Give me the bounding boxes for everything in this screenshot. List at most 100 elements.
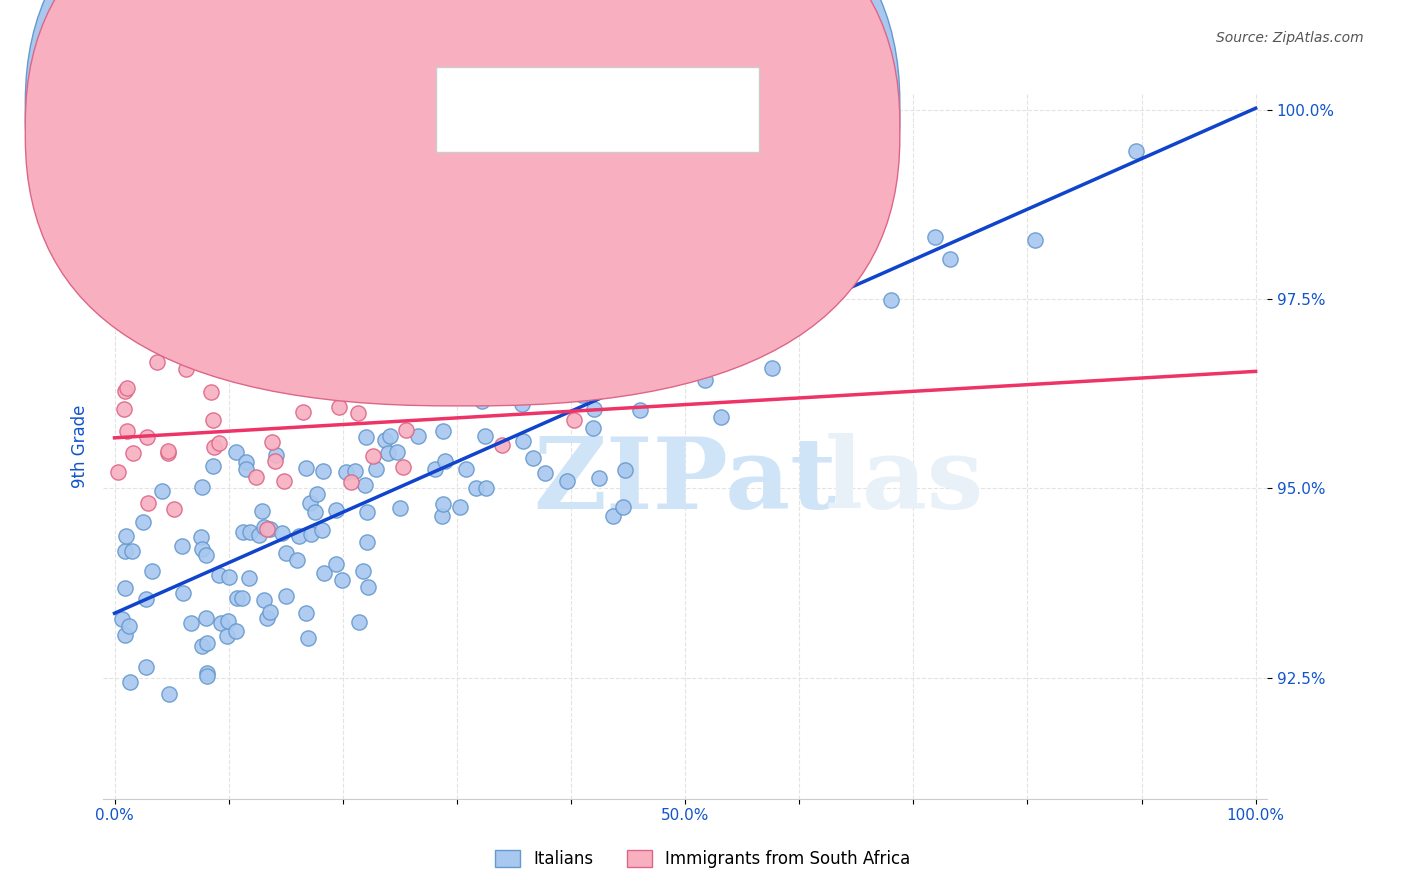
Point	[392, 459, 415, 474]
Point	[259, 605, 281, 619]
Point	[530, 378, 553, 392]
Point	[693, 373, 716, 387]
Point	[880, 293, 903, 308]
Point	[356, 505, 378, 519]
Point	[256, 522, 278, 536]
Point	[288, 529, 311, 543]
Point	[434, 454, 457, 468]
Point	[209, 615, 232, 630]
Point	[114, 582, 136, 596]
Point	[115, 424, 138, 438]
Point	[225, 444, 247, 458]
Point	[396, 357, 419, 371]
Point	[395, 423, 418, 437]
Point	[353, 477, 375, 491]
Point	[679, 297, 702, 311]
Point	[582, 421, 605, 435]
Point	[173, 586, 195, 600]
Point	[433, 386, 456, 401]
Point	[247, 528, 270, 542]
Point	[474, 429, 496, 443]
Y-axis label: 9th Grade: 9th Grade	[72, 405, 89, 488]
Point	[349, 615, 371, 629]
Point	[471, 372, 494, 386]
FancyBboxPatch shape	[25, 0, 900, 385]
Point	[396, 375, 419, 389]
Point	[312, 566, 335, 580]
Point	[1125, 144, 1147, 158]
Point	[710, 410, 733, 425]
Point	[613, 364, 636, 378]
Point	[328, 400, 350, 414]
Point	[454, 462, 477, 476]
Point	[1024, 233, 1046, 247]
Point	[357, 580, 380, 594]
Text: ITALIAN VS IMMIGRANTS FROM SOUTH AFRICA 9TH GRADE CORRELATION CHART: ITALIAN VS IMMIGRANTS FROM SOUTH AFRICA …	[115, 60, 844, 78]
Point	[264, 448, 287, 462]
Point	[346, 406, 368, 420]
Point	[118, 619, 141, 633]
Point	[709, 295, 731, 310]
Point	[534, 467, 557, 481]
Point	[115, 380, 138, 394]
Text: R = 0.372   N =  36: R = 0.372 N = 36	[485, 123, 634, 137]
Point	[135, 592, 157, 607]
Point	[465, 335, 488, 350]
Point	[235, 455, 257, 469]
Point	[121, 544, 143, 558]
Point	[385, 445, 408, 459]
Point	[200, 385, 222, 400]
Point	[195, 669, 218, 683]
Point	[208, 568, 231, 582]
Point	[194, 548, 217, 562]
Point	[259, 523, 281, 537]
Point	[191, 480, 214, 494]
Point	[352, 564, 374, 578]
Point	[555, 474, 578, 488]
Point	[374, 433, 396, 447]
Point	[430, 509, 453, 524]
Point	[311, 464, 333, 478]
Point	[583, 402, 606, 417]
Point	[340, 475, 363, 489]
Point	[242, 322, 264, 336]
Point	[425, 462, 447, 476]
Point	[136, 430, 159, 444]
Point	[276, 546, 298, 560]
Text: las: las	[825, 434, 984, 531]
Legend: Italians, Immigrants from South Africa: Italians, Immigrants from South Africa	[489, 843, 917, 875]
Point	[356, 534, 378, 549]
Point	[510, 397, 533, 411]
Point	[465, 481, 488, 495]
Point	[340, 342, 363, 356]
Point	[311, 523, 333, 537]
Point	[141, 564, 163, 578]
Point	[571, 388, 593, 402]
Point	[631, 285, 654, 299]
Point	[299, 496, 322, 510]
Point	[325, 503, 347, 517]
Point	[217, 629, 239, 643]
Point	[474, 481, 496, 495]
Point	[344, 465, 367, 479]
Point	[377, 446, 399, 460]
Point	[619, 321, 641, 335]
Text: ZIPat: ZIPat	[533, 434, 837, 531]
FancyBboxPatch shape	[25, 0, 900, 406]
Point	[432, 497, 454, 511]
Point	[939, 252, 962, 266]
Point	[512, 434, 534, 448]
Point	[330, 573, 353, 587]
Point	[191, 639, 214, 653]
Point	[612, 500, 634, 515]
Point	[628, 402, 651, 417]
Point	[170, 539, 193, 553]
Point	[522, 450, 544, 465]
Point	[114, 528, 136, 542]
Point	[429, 386, 451, 401]
Point	[118, 675, 141, 690]
Point	[357, 342, 380, 356]
Point	[515, 365, 537, 379]
Point	[292, 405, 315, 419]
Point	[449, 500, 471, 515]
